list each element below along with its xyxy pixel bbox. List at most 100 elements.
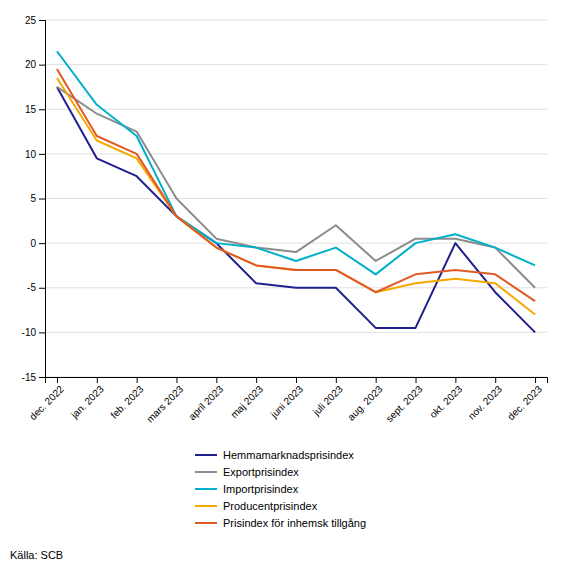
grid-line [45, 198, 547, 199]
tick: 0 [30, 238, 45, 249]
tick-mark [535, 377, 536, 383]
tick-mark [416, 377, 417, 383]
x-axis: dec. 2022jan. 2023feb. 2023mars 2023apri… [27, 377, 547, 425]
tick-mark [336, 377, 337, 383]
series-line [57, 51, 535, 274]
grid [45, 20, 547, 377]
lines [57, 51, 535, 332]
tick: juni 2023 [268, 377, 305, 421]
legend-item: Producentprisindex [195, 500, 318, 512]
grid-line [45, 109, 547, 110]
tick-label: okt. 2023 [427, 383, 464, 420]
tick-label: aug. 2023 [345, 383, 385, 423]
legend-swatch [195, 454, 217, 456]
tick: juli 2023 [310, 377, 345, 418]
annotation: Källa: SCB [10, 549, 63, 561]
grid-line [45, 64, 547, 65]
tick: -5 [27, 282, 45, 293]
tick: -10 [22, 327, 45, 338]
tick-mark [39, 332, 45, 333]
legend: Hemmamarknadsprisindex Exportprisindex Imp… [195, 449, 366, 529]
tick-mark [39, 377, 45, 378]
tick-mark [216, 377, 217, 383]
series-line [57, 78, 535, 315]
legend-label: Producentprisindex [223, 500, 318, 512]
legend-item: Importprisindex [195, 483, 299, 495]
tick-label: 25 [25, 15, 37, 26]
grid-line [45, 153, 547, 154]
tick-label: juni 2023 [268, 383, 305, 420]
tick: dec. 2022 [27, 377, 66, 422]
tick-mark [376, 377, 377, 383]
plot: dec. 2022jan. 2023feb. 2023mars 2023apri… [22, 15, 548, 425]
legend-label: Prisindex för inhemsk tillgång [223, 517, 366, 529]
tick-label: -15 [22, 372, 37, 383]
axis-line [46, 378, 548, 384]
tick: 25 [25, 15, 45, 26]
tick-mark [495, 377, 496, 383]
tick: mars 2023 [144, 377, 185, 425]
tick-label: -5 [27, 282, 36, 293]
tick-mark [176, 377, 177, 383]
tick: -15 [22, 372, 45, 383]
tick-mark [97, 377, 98, 383]
grid-line [45, 332, 547, 333]
y-axis: -15 -10 -5 0 5 10 15 20 25 [22, 15, 46, 383]
tick-label: feb. 2023 [108, 383, 146, 421]
tick-label: dec. 2023 [505, 383, 544, 422]
legend-swatch [195, 505, 217, 507]
tick: 10 [25, 149, 45, 160]
series-line [57, 87, 535, 288]
chart: dec. 2022jan. 2023feb. 2023mars 2023apri… [0, 0, 567, 567]
tick-label: jan. 2023 [68, 383, 106, 421]
tick-label: dec. 2022 [27, 383, 66, 422]
series-line [57, 87, 535, 332]
tick-mark [137, 377, 138, 383]
tick-label: 0 [30, 238, 36, 249]
tick: 15 [25, 104, 45, 115]
legend-label: Importprisindex [223, 483, 299, 495]
tick: 20 [25, 59, 45, 70]
legend-swatch [195, 522, 217, 524]
tick-label: juli 2023 [310, 383, 345, 418]
tick: feb. 2023 [108, 377, 146, 421]
tick-mark [39, 65, 45, 66]
tick-mark [39, 109, 45, 110]
legend-swatch [195, 488, 217, 490]
tick-label: sept. 2023 [384, 383, 425, 424]
tick: april 2023 [186, 377, 225, 422]
tick-mark [57, 377, 58, 383]
legend-item: Hemmamarknadsprisindex [195, 449, 354, 461]
tick: 5 [30, 193, 45, 204]
tick-label: -10 [22, 327, 37, 338]
tick-mark [296, 377, 297, 383]
series-line [57, 69, 535, 301]
tick-label: 20 [25, 59, 37, 70]
tick-mark [39, 199, 45, 200]
tick-mark [39, 154, 45, 155]
tick-label: nov. 2023 [466, 383, 505, 422]
tick-label: 5 [30, 193, 36, 204]
tick-mark [39, 288, 45, 289]
tick-label: 15 [25, 104, 37, 115]
legend-label: Hemmamarknadsprisindex [223, 449, 354, 461]
tick: aug. 2023 [345, 377, 385, 423]
tick-mark [455, 377, 456, 383]
legend-item: Exportprisindex [195, 466, 299, 478]
legend-item: Prisindex för inhemsk tillgång [195, 517, 366, 529]
tick-label: maj 2023 [228, 383, 265, 420]
tick: sept. 2023 [384, 377, 425, 424]
tick: dec. 2023 [505, 377, 544, 422]
tick: nov. 2023 [466, 377, 505, 422]
axis-line [39, 21, 46, 378]
tick-label: mars 2023 [144, 383, 185, 424]
legend-label: Exportprisindex [223, 466, 299, 478]
tick: jan. 2023 [68, 377, 106, 421]
tick-mark [39, 20, 45, 21]
legend-swatch [195, 471, 217, 473]
tick-mark [39, 243, 45, 244]
tick: okt. 2023 [427, 377, 464, 420]
tick-mark [256, 377, 257, 383]
tick-label: april 2023 [186, 383, 225, 422]
tick: maj 2023 [228, 377, 265, 420]
